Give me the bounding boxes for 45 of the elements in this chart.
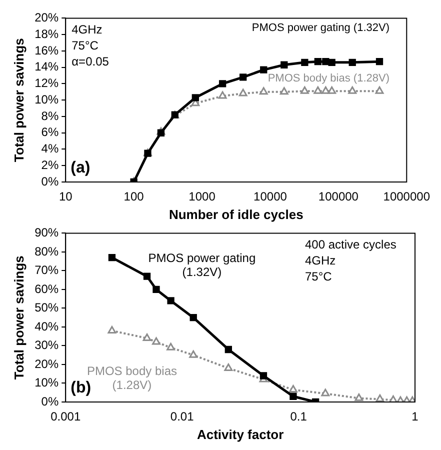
y-tick-label: 14%: [34, 60, 59, 74]
text: PMOS power gating (1.32V): [252, 22, 390, 34]
y-tick-label: 6%: [41, 125, 59, 140]
y-tick-label: 4%: [41, 142, 59, 156]
y-axis-title: Total power savings: [11, 256, 26, 380]
y-tick-label: 30%: [34, 338, 59, 352]
x-axis-title: Activity factor: [196, 426, 284, 442]
x-tick-label: 1000: [188, 190, 216, 204]
annotation: 4GHz: [305, 254, 336, 268]
y-tick-label: 12%: [34, 76, 59, 90]
y-tick-label: 20%: [34, 10, 59, 25]
x-axis-title: Number of idle cycles: [168, 206, 304, 222]
y-tick-label: 70%: [34, 263, 59, 278]
x-tick-label: 10000: [254, 190, 288, 204]
annotation: 400 active cycles: [305, 238, 396, 252]
y-tick-label: 8%: [41, 108, 59, 123]
x-tick-label: 10: [58, 190, 73, 204]
y-tick-label: 20%: [34, 356, 59, 371]
y-axis-title: Total power savings: [11, 38, 26, 162]
y-tick-label: 10%: [34, 376, 59, 390]
annotation: 4GHz: [72, 22, 102, 37]
y-tick-label: 0%: [41, 174, 59, 188]
y-tick-label: 60%: [34, 282, 59, 296]
y-tick-label: 18%: [34, 26, 59, 41]
y-tick-label: 50%: [34, 300, 59, 315]
annotation: 75°C: [305, 270, 332, 284]
y-tick-label: 0%: [41, 394, 59, 408]
x-tick-label: 0.01: [170, 410, 194, 424]
annotation: α=0.05: [72, 54, 110, 69]
y-tick-label: 16%: [34, 43, 59, 58]
x-tick-label: 1000000: [383, 190, 430, 204]
x-tick-label: 100000: [318, 190, 359, 204]
x-tick-label: 100: [124, 190, 144, 204]
y-tick-label: 2%: [41, 158, 59, 172]
y-tick-label: 40%: [34, 319, 59, 334]
y-tick-label: 10%: [34, 92, 59, 106]
annotation: (a): [70, 159, 90, 176]
x-tick-label: 0.001: [50, 410, 81, 424]
y-tick-label: 90%: [34, 226, 59, 240]
series-label: PMOS power gating (1.32V): [148, 250, 256, 279]
x-tick-label: 0.1: [290, 410, 308, 424]
annotation: 75°C: [72, 38, 99, 53]
series-label: PMOS body bias (1.28V): [268, 72, 390, 85]
y-tick-label: 80%: [34, 244, 59, 258]
x-tick-label: 1: [412, 410, 419, 424]
